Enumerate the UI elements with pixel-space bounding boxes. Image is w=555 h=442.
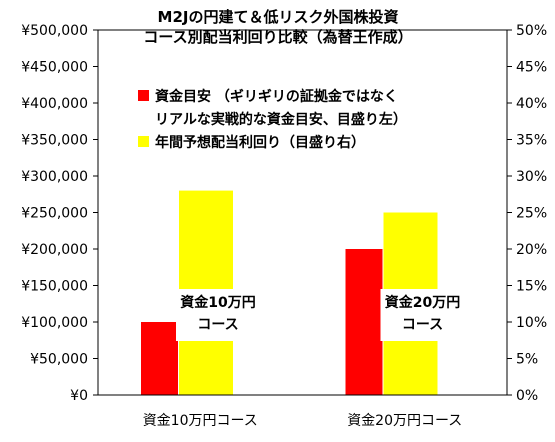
left-tick-label: ¥150,000 <box>21 279 88 295</box>
right-tick-label: 25% <box>516 206 547 222</box>
category-label: 資金10万円コース <box>143 413 258 429</box>
left-tick-label: ¥300,000 <box>21 169 88 185</box>
right-tick-label: 45% <box>516 60 547 76</box>
annotation-text: コース <box>197 317 238 333</box>
bar-capital-1 <box>141 322 178 395</box>
legend-box <box>130 83 467 161</box>
legend-entry-text: 資金目安 （ギリギリの証拠金ではなく <box>155 88 398 105</box>
annotation-box <box>380 289 465 341</box>
right-tick-label: 40% <box>516 96 547 112</box>
right-tick-label: 50% <box>516 23 547 39</box>
left-tick-label: ¥100,000 <box>21 315 88 331</box>
annotation-text: コース <box>402 317 443 333</box>
left-tick-label: ¥0 <box>70 388 88 404</box>
right-tick-label: 30% <box>516 169 547 185</box>
left-tick-label: ¥400,000 <box>21 96 88 112</box>
right-tick-label: 0% <box>516 388 538 404</box>
left-axis: ¥0 ¥50,000 ¥100,000 ¥150,000 ¥200,000 ¥250,00… <box>21 23 98 404</box>
right-tick-label: 10% <box>516 315 547 331</box>
legend-entry-text: 年間予想配当利回り（目盛り右） <box>155 134 365 151</box>
left-tick-label: ¥50,000 <box>30 352 88 368</box>
annotation-text: 資金20万円 <box>385 294 460 311</box>
bar-capital-2 <box>345 249 383 395</box>
left-tick-label: ¥500,000 <box>21 23 88 39</box>
left-tick-label: ¥450,000 <box>21 60 88 76</box>
legend-entry-text: リアルな実戦的な資金目安、目盛り左） <box>155 111 407 128</box>
category-axis: 資金10万円コース 資金20万円コース <box>143 413 463 429</box>
title-line: M2Jの円建て＆低リスク外国株投資 <box>158 8 399 26</box>
annotation-box <box>176 289 260 341</box>
right-tick-label: 15% <box>516 279 547 295</box>
right-tick-label: 5% <box>516 352 538 368</box>
left-tick-label: ¥350,000 <box>21 133 88 149</box>
legend-swatch <box>138 90 149 101</box>
legend-swatch <box>138 136 149 147</box>
left-tick-label: ¥250,000 <box>21 206 88 222</box>
category-label: 資金20万円コース <box>347 413 462 429</box>
title-line: コース別配当利回り比較（為替王作成） <box>143 28 412 46</box>
right-tick-label: 35% <box>516 133 547 149</box>
right-axis: 0% 5% 10% 15% 20% 25% 30% 35% 40% 45% 50% <box>507 23 547 404</box>
right-tick-label: 20% <box>516 242 547 258</box>
annotation-text: 資金10万円 <box>180 294 255 311</box>
left-tick-label: ¥200,000 <box>21 242 88 258</box>
